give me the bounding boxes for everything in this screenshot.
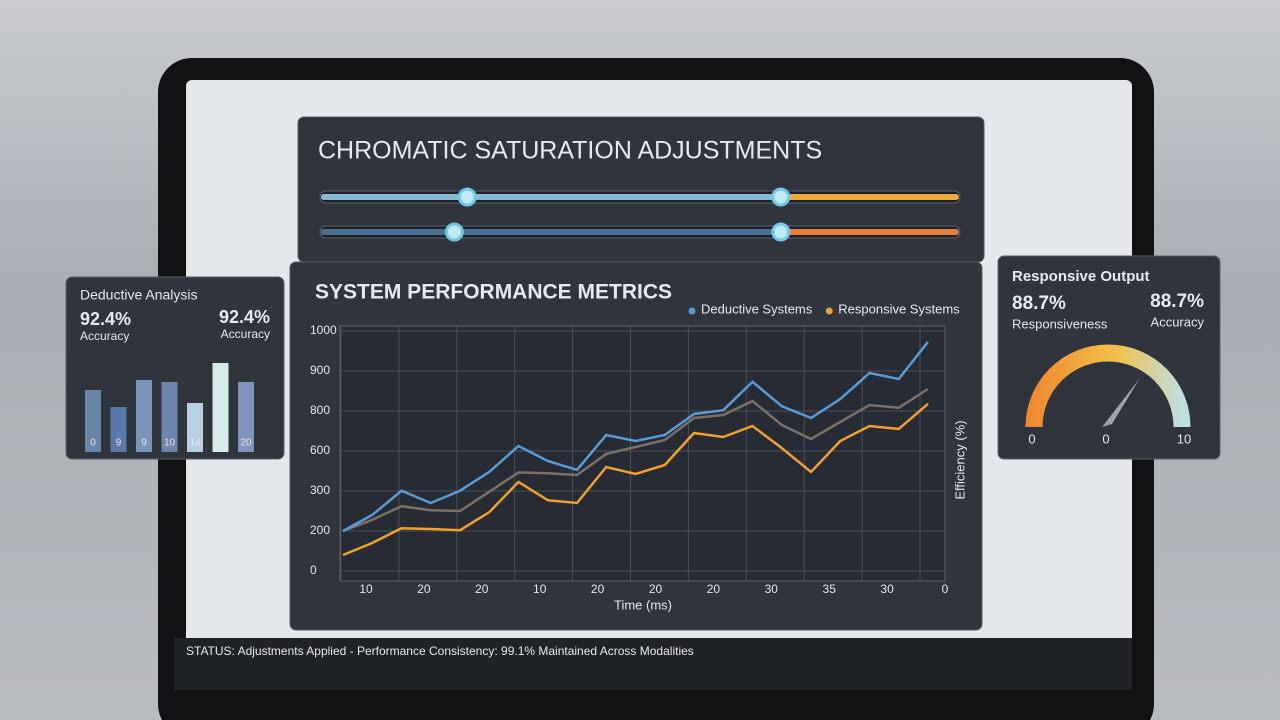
x-tick-label: 20 [649,582,663,596]
bar [85,390,101,452]
y-tick-label: 800 [310,403,330,417]
slider-title: CHROMATIC SATURATION ADJUSTMENTS [318,137,822,165]
x-tick-label: 20 [591,582,605,596]
stat-value: 92.4% [80,309,131,329]
legend-swatch [688,307,696,315]
bar-label: 0 [90,438,96,449]
line-series [342,341,929,533]
bar [136,380,152,452]
bar-label: 9 [141,438,147,449]
legend-swatch [825,307,833,315]
gauge-needle [1102,378,1140,427]
gauge-label: 0 [1102,431,1109,446]
x-tick-label: 35 [823,582,837,596]
bar [212,363,229,452]
bar [187,403,203,452]
x-tick-label: 30 [880,582,894,596]
gauge-label: 0 [1028,431,1035,446]
slider-thumb [457,187,477,207]
bar [238,382,254,452]
slider-thumb [444,222,464,242]
slider-thumb [771,222,791,242]
y-tick-label: 900 [310,363,330,377]
x-tick-label: 10 [533,582,547,596]
legend-label: Deductive Systems [701,301,813,316]
bar [110,407,127,452]
status-bar [174,638,1132,690]
x-tick-label: 20 [475,582,489,596]
bar [161,382,178,452]
slider-thumb [771,187,791,207]
bar-label: 10 [215,438,227,449]
x-tick-label: 20 [707,582,721,596]
x-tick-label: 10 [359,582,373,596]
bar-label: 14 [189,438,201,449]
left-title: Deductive Analysis [80,287,198,303]
bar-label: 20 [240,438,252,449]
bar-label: 10 [164,438,176,449]
right-title: Responsive Output [1012,268,1150,285]
stat-value: 88.7% [1150,291,1204,312]
bar-label: 9 [116,438,122,449]
y-tick-label: 600 [310,443,330,457]
chart-title: SYSTEM PERFORMANCE METRICS [315,281,672,304]
y-tick-label: 300 [310,483,330,497]
stat-value: 92.4% [219,307,270,327]
stat-label: Responsiveness [1012,316,1108,331]
legend-label: Responsive Systems [838,301,960,316]
x-tick-label: 20 [417,582,431,596]
y-axis-label: Efficiency (%) [952,420,967,499]
y-tick-label: 0 [310,563,317,577]
gauge-label: 10 [1177,431,1191,446]
plot-area [339,325,946,582]
x-tick-label: 30 [765,582,779,596]
status-text: STATUS: Adjustments Applied - Performanc… [186,644,694,658]
x-axis-label: Time (ms) [614,597,672,612]
x-tick-label: 0 [942,582,949,596]
y-tick-label: 200 [310,523,330,537]
stat-label: Accuracy [80,329,129,343]
stat-value: 88.7% [1012,293,1066,314]
stat-label: Accuracy [1151,314,1205,329]
stat-label: Accuracy [221,327,270,341]
line-series [342,387,929,533]
y-tick-label: 1000 [310,323,337,337]
gauge-arc [1025,344,1191,428]
line-series [342,402,929,557]
